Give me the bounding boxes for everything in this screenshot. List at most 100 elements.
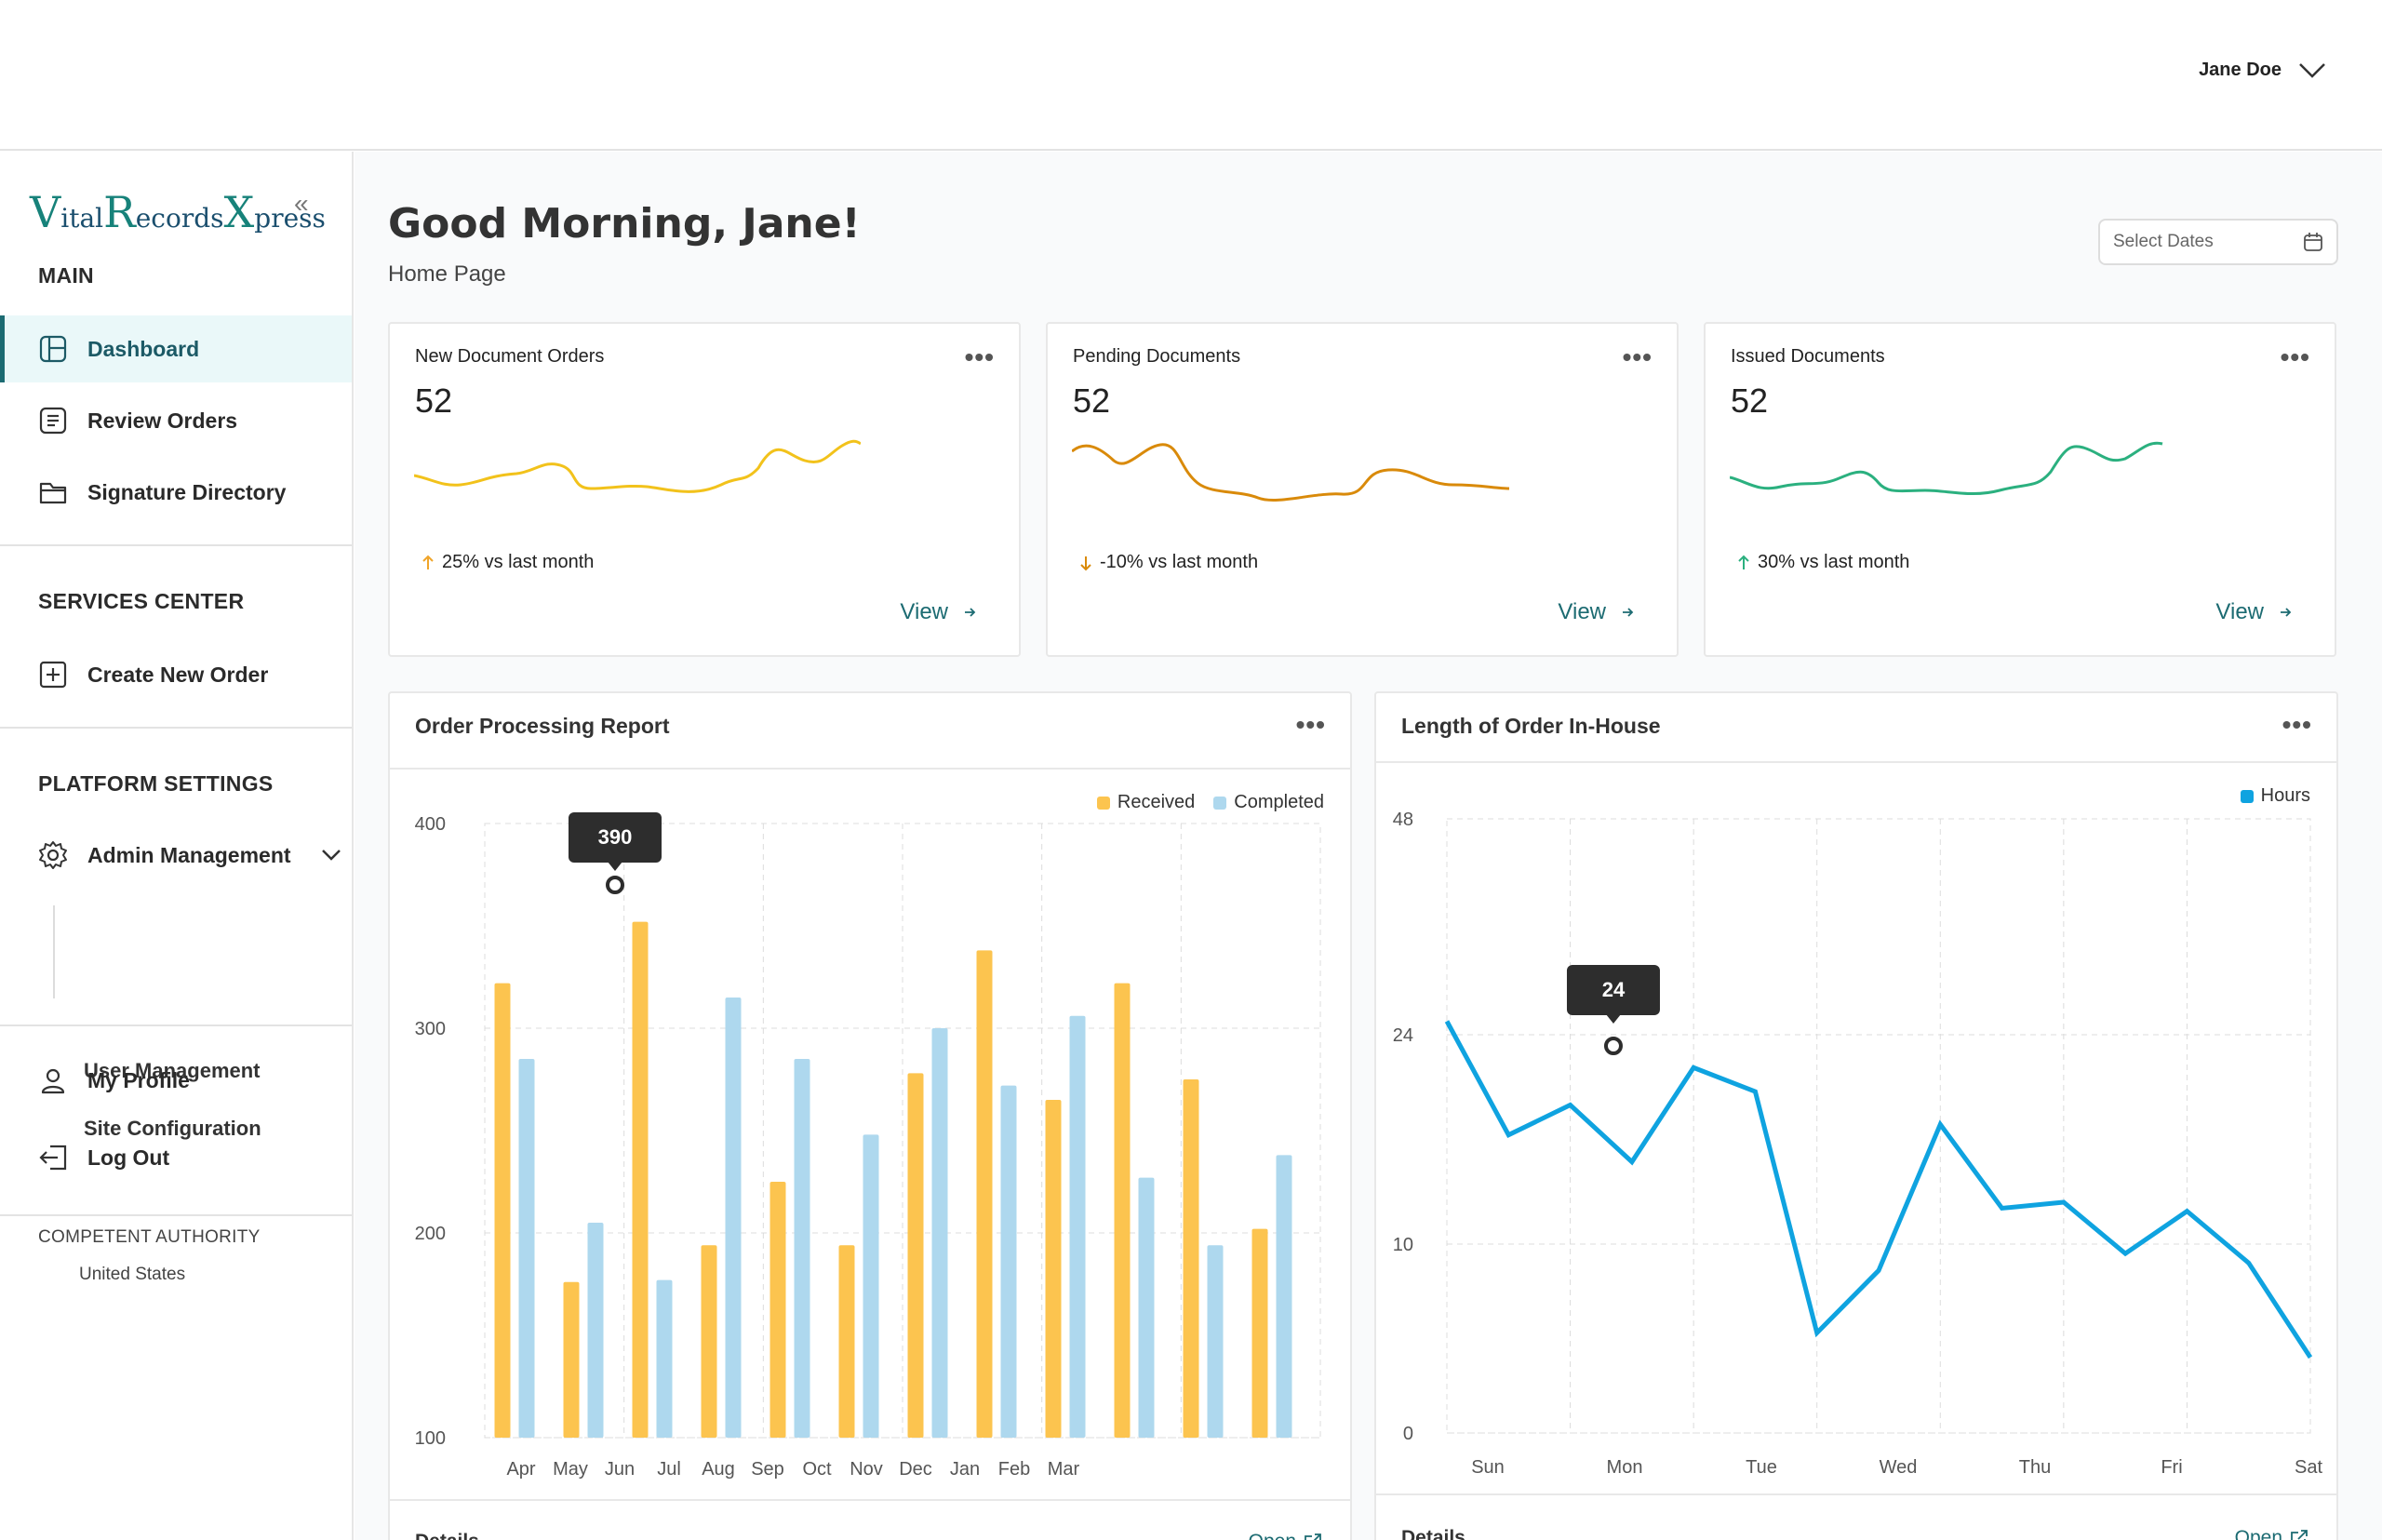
bar — [587, 1223, 604, 1438]
y-tick-label: 400 — [415, 814, 446, 835]
user-icon — [37, 1065, 69, 1096]
panel-divider — [390, 1499, 1350, 1501]
more-options-icon[interactable]: ••• — [1622, 342, 1653, 371]
gear-icon — [37, 839, 69, 871]
kpi-title: Pending Documents — [1073, 346, 1241, 367]
legend-label: Received — [1117, 792, 1196, 812]
sidebar-item-label: Log Out — [87, 1145, 170, 1170]
tooltip-point — [1603, 1037, 1623, 1055]
x-tick-label: Fri — [2161, 1457, 2182, 1478]
sidebar-item-admin-management[interactable]: Admin Management — [0, 822, 352, 889]
legend-item: Completed — [1213, 792, 1324, 813]
sidebar-item-create-new-order[interactable]: Create New Order — [0, 641, 352, 708]
x-tick-label: Oct — [802, 1459, 832, 1480]
view-link[interactable]: View — [900, 599, 976, 625]
arrow-up-icon — [422, 555, 434, 569]
logo-text: ital — [60, 203, 104, 234]
bar — [1000, 1085, 1017, 1438]
line-chart: 0 10 24 48 Sun Mon Tue Wed Thu Fri Sat 24 — [1393, 810, 2323, 1478]
kpi-card-pending: Pending Documents 52 ••• -10% vs last mo… — [1046, 322, 1679, 657]
plus-square-icon — [37, 659, 69, 690]
section-title-main: MAIN — [38, 263, 94, 288]
x-tick-label: Sat — [2295, 1457, 2322, 1478]
y-tick-label: 100 — [415, 1428, 446, 1449]
chart-frame — [484, 823, 1321, 1439]
kpi-value: 52 — [1731, 382, 1769, 420]
sidebar-item-my-profile[interactable]: My Profile — [0, 1047, 352, 1114]
tooltip-box — [1566, 965, 1660, 1015]
kpi-trend: -10% vs last month — [1079, 552, 1258, 573]
order-processing-panel: Order Processing Report ••• Received Com… — [388, 691, 1352, 1540]
bar — [563, 1281, 580, 1438]
sidebar-item-review-orders[interactable]: Review Orders — [0, 387, 352, 454]
date-picker[interactable]: Select Dates — [2098, 219, 2338, 265]
calendar-icon — [2304, 233, 2322, 251]
view-link[interactable]: View — [1558, 599, 1634, 625]
kpi-title: New Document Orders — [415, 346, 605, 367]
x-tick-label: Dec — [899, 1459, 932, 1480]
kpi-card-issued: Issued Documents 52 ••• 30% vs last mont… — [1704, 322, 2336, 657]
legend-label: Hours — [2260, 785, 2310, 806]
sidebar-item-dashboard[interactable]: Dashboard — [0, 315, 352, 382]
sidebar-item-log-out[interactable]: Log Out — [0, 1124, 352, 1191]
external-link-icon — [2291, 1530, 2308, 1540]
x-tick-label: Wed — [1880, 1457, 1918, 1478]
submenu-line — [53, 905, 55, 998]
more-options-icon[interactable]: ••• — [2282, 710, 2312, 739]
bar — [701, 1245, 717, 1438]
sidebar-item-user-management[interactable]: User Management — [84, 1059, 261, 1082]
external-link-icon — [1305, 1533, 1321, 1540]
x-tick-label: Jun — [605, 1459, 635, 1480]
kpi-trend: 30% vs last month — [1737, 552, 1909, 573]
logo-letter: X — [223, 187, 255, 237]
bar — [838, 1245, 855, 1438]
y-tick-label: 48 — [1393, 810, 1413, 830]
view-link[interactable]: View — [2215, 599, 2292, 625]
more-options-icon[interactable]: ••• — [1295, 710, 1326, 739]
x-tick-label: Apr — [506, 1459, 535, 1480]
length-of-order-panel: Length of Order In-House ••• Hours 0 10 24… — [1374, 691, 2338, 1540]
more-options-icon[interactable]: ••• — [2280, 342, 2310, 371]
divider — [0, 1024, 352, 1026]
arrow-down-icon — [1080, 556, 1091, 570]
y-tick-label: 300 — [415, 1019, 446, 1039]
chart-legend: Hours — [2240, 785, 2310, 807]
sidebar-item-site-configuration[interactable]: Site Configuration — [84, 1117, 261, 1140]
panel-title: Order Processing Report — [415, 714, 670, 738]
x-tick-label: Jul — [657, 1459, 681, 1480]
user-name: Jane Doe — [2199, 60, 2282, 80]
folder-icon — [37, 476, 69, 508]
chevron-down-icon — [2299, 62, 2325, 78]
logo-letter: V — [30, 187, 61, 237]
sidebar-item-signature-directory[interactable]: Signature Directory — [0, 459, 352, 526]
user-menu[interactable]: Jane Doe — [2199, 60, 2326, 81]
tooltip-label: 24 — [1602, 978, 1626, 1001]
panel-divider — [1376, 1493, 2336, 1495]
open-label: Open — [1249, 1531, 1296, 1540]
bar — [1138, 1177, 1155, 1438]
tooltip-pointer — [1605, 1014, 1621, 1024]
more-options-icon[interactable]: ••• — [964, 342, 995, 371]
details-label: Details — [1401, 1527, 1465, 1540]
bar — [725, 998, 742, 1438]
collapse-sidebar-icon[interactable]: « — [294, 189, 309, 218]
authority-label: COMPETENT AUTHORITY — [38, 1227, 261, 1247]
open-link[interactable]: Open — [2235, 1527, 2308, 1540]
y-tick-label: 200 — [415, 1224, 446, 1244]
panel-title: Length of Order In-House — [1401, 714, 1661, 738]
x-tick-label: Thu — [2019, 1457, 2051, 1478]
logo-text: press — [254, 203, 326, 234]
x-tick-label: May — [553, 1459, 588, 1480]
bar — [1183, 1079, 1199, 1438]
y-tick-label: 0 — [1403, 1424, 1413, 1444]
open-link[interactable]: Open — [1249, 1531, 1322, 1540]
x-tick-label: Sun — [1471, 1457, 1505, 1478]
top-bar: Jane Doe — [0, 0, 2382, 151]
sidebar-item-label: Create New Order — [87, 662, 269, 687]
bar — [794, 1059, 810, 1438]
page-subtitle: Home Page — [388, 261, 506, 287]
x-tick-label: Feb — [998, 1459, 1030, 1480]
chart-frame — [1446, 818, 2311, 1434]
legend-swatch — [1096, 796, 1110, 810]
